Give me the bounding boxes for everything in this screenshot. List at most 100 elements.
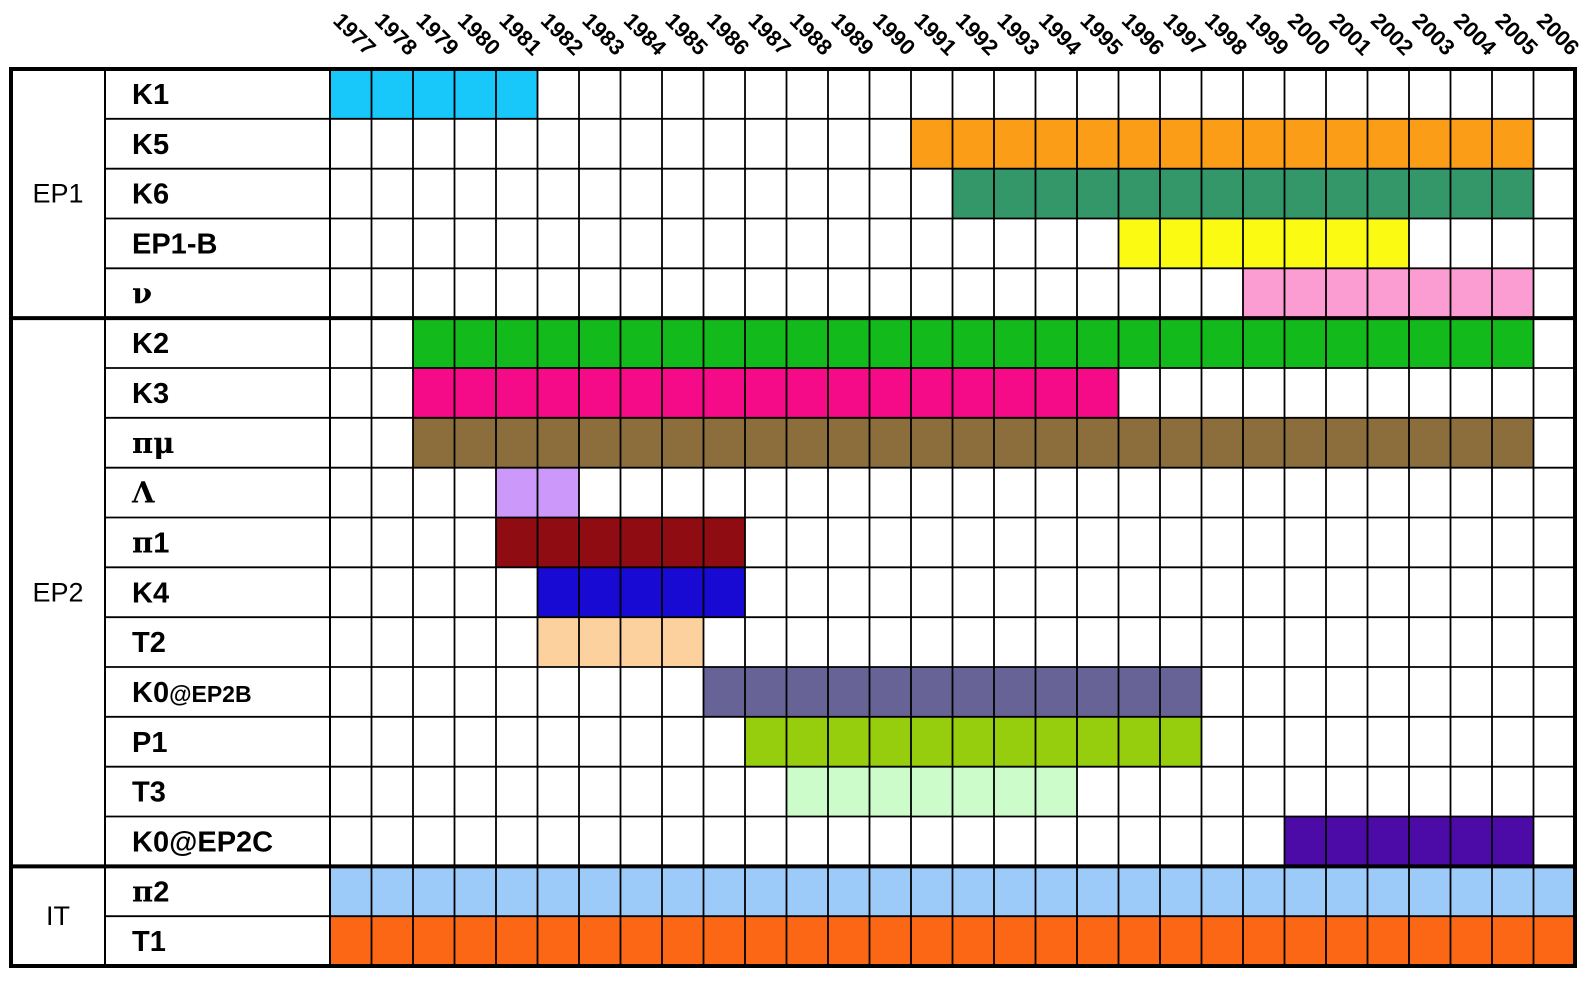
bar-k3-1981	[496, 368, 538, 418]
year-tick-2003: 2003	[1407, 8, 1459, 60]
bar-p1-1991	[911, 716, 953, 767]
bar-k2-2001	[1326, 318, 1368, 368]
bar-p1-1997	[1160, 716, 1202, 767]
bar-pi2-1989	[828, 866, 870, 917]
year-axis: 1977197819791980198119821983198419851986…	[328, 8, 1584, 61]
bar-k2-1987	[745, 318, 787, 368]
bar-k5-2000	[1284, 118, 1326, 169]
bar-pimu-1984	[620, 417, 662, 468]
bar-p1-1995	[1077, 716, 1119, 767]
year-tick-1988: 1988	[785, 8, 837, 60]
bar-pimu-1985	[662, 417, 704, 468]
bar-k3-1988	[786, 368, 828, 418]
bar-k2-2003	[1409, 318, 1451, 368]
bar-pimu-1986	[703, 417, 745, 468]
bar-k0-ep2b-1995	[1077, 667, 1119, 717]
bar-k3-1982	[537, 368, 579, 418]
bar-k6-1995	[1077, 168, 1119, 219]
bar-nu-2004	[1450, 268, 1492, 319]
bar-pi2-1979	[413, 866, 455, 917]
bar-k5-2005	[1492, 118, 1534, 169]
bar-nu-2003	[1409, 268, 1451, 319]
bar-t1-1982	[537, 916, 579, 966]
bar-pimu-1994	[1035, 417, 1077, 468]
bar-k3-1995	[1077, 368, 1119, 418]
bar-ep1-b-2000	[1284, 218, 1326, 269]
bar-pimu-1995	[1077, 417, 1119, 468]
bar-k1-1977	[330, 69, 372, 119]
bar-p1-1996	[1118, 716, 1160, 767]
year-tick-2006: 2006	[1532, 8, 1584, 60]
bar-k2-1995	[1077, 318, 1119, 368]
bar-k6-1996	[1118, 168, 1160, 219]
bar-k5-2001	[1326, 118, 1368, 169]
bar-k5-2004	[1450, 118, 1492, 169]
bar-k2-2000	[1284, 318, 1326, 368]
bar-t1-2002	[1367, 916, 1409, 966]
bar-pimu-1980	[454, 417, 496, 468]
row-label-t2: T2	[132, 627, 166, 659]
bar-pimu-1993	[994, 417, 1036, 468]
bar-pi2-1986	[703, 866, 745, 917]
bar-t1-1981	[496, 916, 538, 966]
bar-pi2-1997	[1160, 866, 1202, 917]
bar-lambda-1981	[496, 467, 538, 518]
bar-pi2-1985	[662, 866, 704, 917]
bar-t1-1989	[828, 916, 870, 966]
bar-k4-1986	[703, 567, 745, 618]
year-tick-1999: 1999	[1241, 8, 1293, 60]
bar-k4-1985	[662, 567, 704, 618]
bar-pimu-1988	[786, 417, 828, 468]
row-label-pi2: π2	[132, 874, 169, 908]
bar-pimu-1981	[496, 417, 538, 468]
bar-k1-1978	[371, 69, 413, 119]
bar-pi2-1994	[1035, 866, 1077, 917]
bar-ep1-b-1996	[1118, 218, 1160, 269]
bar-k3-1986	[703, 368, 745, 418]
bar-t2-1982	[537, 617, 579, 667]
bar-pi1-1985	[662, 517, 704, 568]
year-tick-2004: 2004	[1449, 8, 1502, 61]
year-tick-1979: 1979	[411, 8, 463, 60]
bar-nu-2000	[1284, 268, 1326, 319]
bar-k0-ep2c-2001	[1326, 816, 1368, 867]
year-tick-1980: 1980	[453, 8, 505, 60]
bar-pi2-1999	[1243, 866, 1285, 917]
bar-k2-1982	[537, 318, 579, 368]
year-tick-1993: 1993	[992, 8, 1044, 60]
bar-k3-1992	[952, 368, 994, 418]
bar-k3-1994	[1035, 368, 1077, 418]
year-tick-1987: 1987	[743, 8, 795, 60]
bar-k3-1979	[413, 368, 455, 418]
bar-k5-2003	[1409, 118, 1451, 169]
bar-k3-1987	[745, 368, 787, 418]
labels-layer: EP1 EP2 IT K1 K5 K6 EP1-B ν K2 K3 πμ Λπ1 K4 T2 K0@EP2B…	[32, 79, 273, 958]
grid-layer	[9, 67, 1577, 968]
bar-t1-1987	[745, 916, 787, 966]
bar-k5-1993	[994, 118, 1036, 169]
year-tick-1998: 1998	[1200, 8, 1252, 60]
bar-pi1-1981	[496, 517, 538, 568]
bar-nu-2001	[1326, 268, 1368, 319]
bar-k2-1999	[1243, 318, 1285, 368]
bar-pi2-2005	[1492, 866, 1534, 917]
year-tick-1996: 1996	[1117, 8, 1169, 60]
year-tick-1984: 1984	[619, 8, 672, 61]
year-tick-1990: 1990	[868, 8, 920, 60]
bar-pimu-1990	[869, 417, 911, 468]
bar-t2-1985	[662, 617, 704, 667]
bar-t1-1997	[1160, 916, 1202, 966]
bar-k2-1984	[620, 318, 662, 368]
row-label-pimu: πμ	[132, 426, 174, 460]
row-label-lambda: Λ	[131, 476, 155, 510]
bar-k2-1990	[869, 318, 911, 368]
row-label-t3: T3	[132, 777, 166, 809]
row-label-k6: K6	[132, 179, 169, 211]
bar-pi2-1978	[371, 866, 413, 917]
row-label-k0-ep2b: K0@EP2B	[132, 677, 252, 709]
bar-k6-1997	[1160, 168, 1202, 219]
year-tick-1992: 1992	[951, 8, 1003, 60]
bar-t1-2004	[1450, 916, 1492, 966]
bar-pi2-1990	[869, 866, 911, 917]
